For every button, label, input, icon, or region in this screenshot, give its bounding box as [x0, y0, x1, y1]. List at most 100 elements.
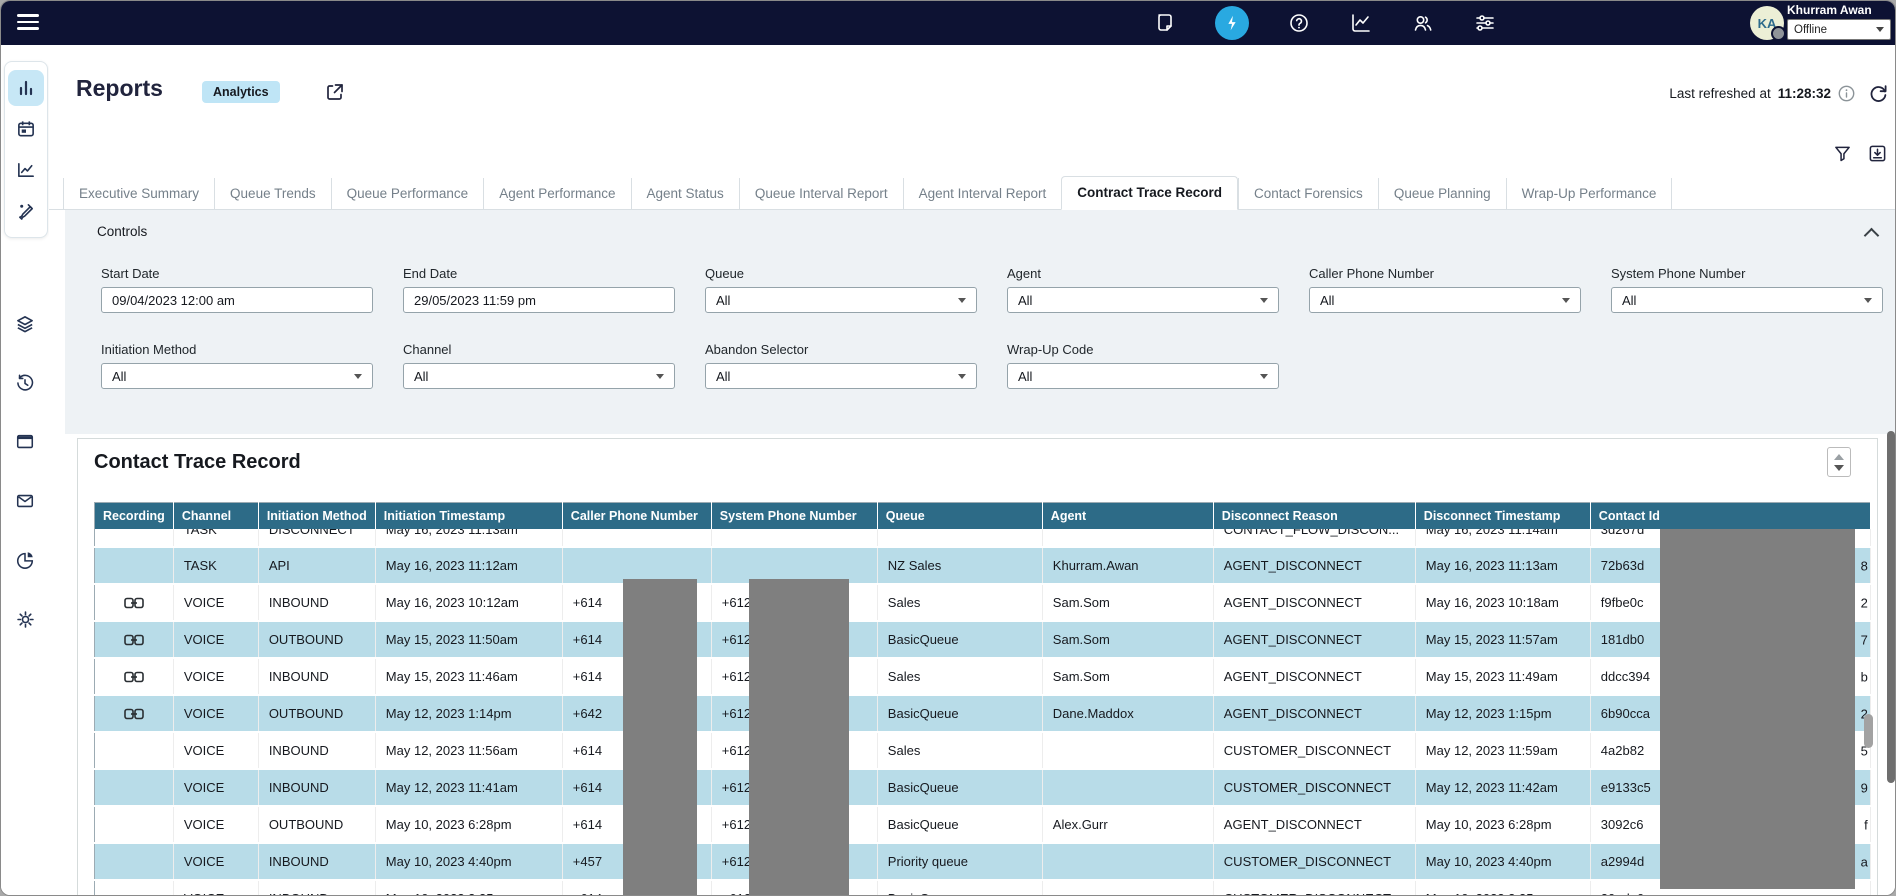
table-row[interactable]: VOICE INBOUND May 15, 2023 11:46am +614 +612…	[94, 658, 1871, 696]
sidebar-item-mail[interactable]	[7, 483, 43, 519]
cell-recording[interactable]	[94, 658, 174, 696]
cell-initiation-method: INBOUND	[258, 658, 376, 696]
spin-up-icon[interactable]	[1834, 453, 1844, 460]
page-scrollbar-thumb[interactable]	[1887, 431, 1895, 783]
table-row[interactable]: VOICE INBOUND May 12, 2023 11:56am +614 +612…	[94, 732, 1871, 770]
sidebar-item-browser[interactable]	[7, 424, 43, 460]
cell-queue: BasicQueue	[877, 769, 1043, 807]
recording-icon[interactable]	[124, 633, 144, 647]
column-header-queue[interactable]: Queue	[877, 502, 1043, 529]
analytics-badge: Analytics	[202, 81, 280, 103]
filter-select[interactable]: All	[1611, 287, 1883, 313]
recording-icon[interactable]	[124, 596, 144, 610]
cell-recording[interactable]	[94, 695, 174, 733]
table-row[interactable]: VOICE INBOUND May 12, 2023 11:41am +614 +612…	[94, 769, 1871, 807]
tab-contact-forensics[interactable]: Contact Forensics	[1238, 178, 1378, 209]
tab-wrap-up-performance[interactable]: Wrap-Up Performance	[1505, 178, 1673, 209]
agent-status-select[interactable]: Offline	[1787, 19, 1891, 40]
table-row[interactable]: VOICE INBOUND May 16, 2023 10:12am +614 +612…	[94, 584, 1871, 622]
notes-icon[interactable]	[1153, 11, 1177, 35]
filter-select[interactable]: All	[1007, 287, 1279, 313]
tab-queue-planning[interactable]: Queue Planning	[1377, 178, 1506, 209]
filter-select[interactable]: All	[1309, 287, 1581, 313]
cell-disconnect-reason: CUSTOMER_DISCONNECT	[1213, 732, 1416, 770]
table-row[interactable]: VOICE INBOUND May 10, 2023 3:35pm +614 +612 B…	[94, 880, 1871, 895]
external-link-icon[interactable]	[324, 82, 345, 103]
cell-queue: NZ Sales	[877, 547, 1043, 585]
tab-agent-interval-report[interactable]: Agent Interval Report	[902, 178, 1062, 209]
column-header-disconnect-reason[interactable]: Disconnect Reason	[1213, 502, 1416, 529]
cell-initiation-method: INBOUND	[258, 880, 376, 895]
column-header-disconnect-timestamp[interactable]: Disconnect Timestamp	[1415, 502, 1591, 529]
help-icon[interactable]	[1287, 11, 1311, 35]
filter-select[interactable]: All	[705, 287, 977, 313]
collapse-chevron-icon[interactable]	[1863, 227, 1880, 244]
insights-chart-icon[interactable]	[1349, 11, 1373, 35]
table-scrollbar-thumb[interactable]	[1864, 714, 1873, 748]
hamburger-menu-icon[interactable]	[17, 14, 39, 32]
tab-queue-performance[interactable]: Queue Performance	[330, 178, 484, 209]
date-input[interactable]: 29/05/2023 11:59 pm	[403, 287, 675, 313]
cell-text: NZ Sales	[887, 558, 942, 573]
tab-contract-trace-record[interactable]: Contract Trace Record	[1061, 176, 1239, 210]
filter-field-channel: Channel All	[403, 342, 675, 389]
report-action-icons	[1833, 144, 1887, 163]
refresh-icon[interactable]	[1868, 83, 1889, 104]
column-header-system-phone-number[interactable]: System Phone Number	[711, 502, 878, 529]
user-avatar[interactable]: KA	[1750, 6, 1786, 41]
tab-agent-status[interactable]: Agent Status	[630, 178, 739, 209]
sidebar-item-trends[interactable]	[8, 152, 44, 188]
preferences-sliders-icon[interactable]	[1473, 11, 1497, 35]
column-header-caller-phone-number[interactable]: Caller Phone Number	[562, 502, 712, 529]
recording-icon[interactable]	[124, 707, 144, 721]
tab-queue-trends[interactable]: Queue Trends	[214, 178, 331, 209]
sidebar-item-reports[interactable]	[8, 70, 44, 106]
agents-icon[interactable]	[1411, 11, 1435, 35]
cell-initiation-method: INBOUND	[258, 769, 376, 807]
filter-funnel-icon[interactable]	[1833, 144, 1852, 163]
download-icon[interactable]	[1868, 144, 1887, 163]
cell-text: AGENT_DISCONNECT	[1223, 632, 1362, 647]
sidebar-item-layers[interactable]	[7, 306, 43, 342]
cell-agent: Dane.Maddox	[1042, 695, 1214, 733]
sidebar-item-pie-report[interactable]	[7, 542, 43, 578]
main-content: Reports Analytics Last refreshed at 11:2…	[49, 45, 1895, 895]
sidebar-item-history[interactable]	[7, 365, 43, 401]
table-row[interactable]: TASK API May 16, 2023 11:12am NZ Sales Khurr…	[94, 547, 1871, 585]
table-row[interactable]: TASK DISCONNECT May 16, 2023 11:13am CONTAC…	[94, 529, 1871, 548]
cell-text: May 10, 2023 3:35pm	[386, 891, 512, 895]
table-row[interactable]: VOICE OUTBOUND May 12, 2023 1:14pm +642 +612…	[94, 695, 1871, 733]
boost-icon[interactable]	[1215, 6, 1249, 40]
tab-queue-interval-report[interactable]: Queue Interval Report	[738, 178, 903, 209]
tab-agent-performance[interactable]: Agent Performance	[483, 178, 630, 209]
column-header-contact-id[interactable]: Contact Id	[1590, 502, 1871, 529]
filter-select[interactable]: All	[1007, 363, 1279, 389]
filter-select[interactable]: All	[101, 363, 373, 389]
sidebar-item-schedule[interactable]	[8, 111, 44, 147]
column-header-initiation-timestamp[interactable]: Initiation Timestamp	[375, 502, 563, 529]
topbar-icon-group	[1153, 1, 1497, 45]
column-header-agent[interactable]: Agent	[1042, 502, 1214, 529]
recording-icon[interactable]	[124, 670, 144, 684]
table-row[interactable]: VOICE INBOUND May 10, 2023 4:40pm +457 +612 P…	[94, 843, 1871, 881]
column-header-initiation-method[interactable]: Initiation Method	[258, 502, 376, 529]
date-input[interactable]: 09/04/2023 12:00 am	[101, 287, 373, 313]
table-scroll-spinner[interactable]	[1827, 447, 1851, 477]
filter-select[interactable]: All	[705, 363, 977, 389]
spin-down-icon[interactable]	[1834, 464, 1844, 471]
cell-recording[interactable]	[94, 584, 174, 622]
sidebar-item-design[interactable]	[8, 193, 44, 229]
redaction-overlay-system	[749, 579, 849, 895]
sidebar-item-settings[interactable]	[7, 601, 43, 637]
filter-select[interactable]: All	[403, 363, 675, 389]
table-row[interactable]: VOICE OUTBOUND May 10, 2023 6:28pm +614 +612…	[94, 806, 1871, 844]
column-header-recording[interactable]: Recording	[94, 502, 174, 529]
cell-text: May 10, 2023 4:40pm	[1425, 854, 1552, 869]
controls-panel: Controls Start Date 09/04/2023 12:00 am En…	[65, 210, 1895, 434]
column-header-channel[interactable]: Channel	[173, 502, 259, 529]
cell-disconnect-reason: CUSTOMER_DISCONNECT	[1213, 880, 1416, 895]
tab-executive-summary[interactable]: Executive Summary	[63, 178, 214, 209]
info-icon[interactable]	[1838, 85, 1855, 102]
cell-recording[interactable]	[94, 621, 174, 659]
table-row[interactable]: VOICE OUTBOUND May 15, 2023 11:50am +614 +61…	[94, 621, 1871, 659]
